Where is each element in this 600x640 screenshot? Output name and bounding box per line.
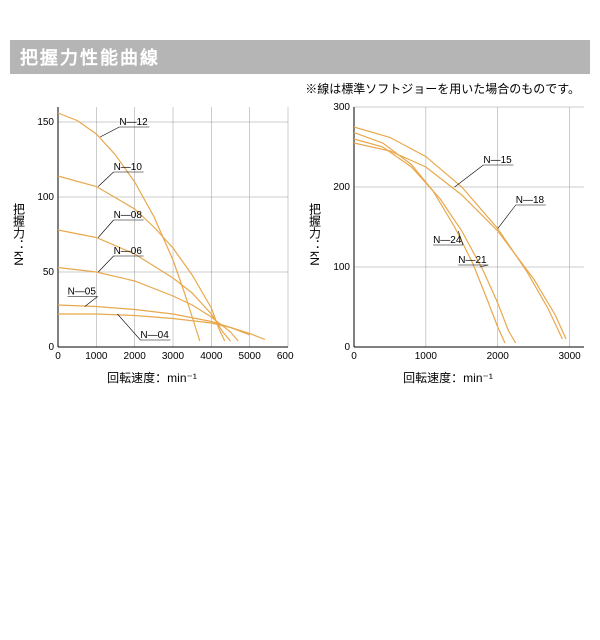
svg-text:2000: 2000 [123, 351, 146, 362]
svg-text:5000: 5000 [238, 351, 261, 362]
series-N-24 [354, 133, 505, 343]
svg-text:1000: 1000 [414, 351, 437, 362]
svg-text:100: 100 [37, 192, 54, 203]
svg-text:0: 0 [55, 351, 61, 362]
chart-title: 把握力性能曲線 [10, 40, 590, 74]
svg-text:0: 0 [351, 351, 357, 362]
left-chart-svg: 0 1000 2000 3000 4000 5000 6000 50 100 150 0 N—04 N—… [28, 101, 294, 367]
svg-text:6000: 6000 [276, 351, 293, 362]
label-N-12: N—12 [119, 117, 148, 128]
charts-container: 把握力：kN 010002000300040005000600050100150… [0, 101, 600, 386]
label-N-04: N—04 [140, 330, 169, 341]
chart-note: ※線は標準ソフトジョーを用いた場合のものです。 [0, 80, 580, 97]
label-N-24: N—24 [433, 235, 462, 246]
left-y-axis-label: 把握力：kN [11, 203, 28, 266]
svg-text:100: 100 [333, 262, 350, 273]
svg-text:0: 0 [344, 342, 350, 353]
label-N-08: N—08 [113, 210, 142, 221]
svg-text:3000: 3000 [161, 351, 184, 362]
label-N-10: N—10 [113, 162, 142, 173]
right-x-axis-label: 回転速度：min⁻¹ [403, 369, 493, 386]
svg-text:1000: 1000 [85, 351, 108, 362]
right-chart: 把握力：kN 01000200030001002003000N—15N—18N—… [304, 101, 592, 386]
series-N-08 [58, 230, 231, 341]
svg-text:2000: 2000 [486, 351, 509, 362]
label-N-05: N—05 [67, 287, 96, 298]
right-chart-svg: 01000200030001002003000N—15N—18N—21N—24 [324, 101, 590, 367]
svg-text:3000: 3000 [558, 351, 581, 362]
left-x-axis-label: 回転速度：min⁻¹ [107, 369, 197, 386]
series-N-12 [58, 113, 200, 341]
svg-text:150: 150 [37, 117, 54, 128]
label-N-18: N—18 [515, 195, 544, 206]
svg-text:0: 0 [48, 342, 54, 353]
svg-text:4000: 4000 [200, 351, 223, 362]
svg-text:50: 50 [42, 267, 54, 278]
svg-text:300: 300 [333, 102, 350, 113]
label-N-21: N—21 [458, 255, 487, 266]
label-N-06: N—06 [113, 246, 142, 257]
label-N-15: N—15 [483, 155, 512, 166]
left-chart: 把握力：kN 0 1000 2000 3000 4000 5000 6000 50 100 150… [8, 101, 296, 386]
svg-text:200: 200 [333, 182, 350, 193]
right-y-axis-label: 把握力：kN [307, 203, 324, 266]
